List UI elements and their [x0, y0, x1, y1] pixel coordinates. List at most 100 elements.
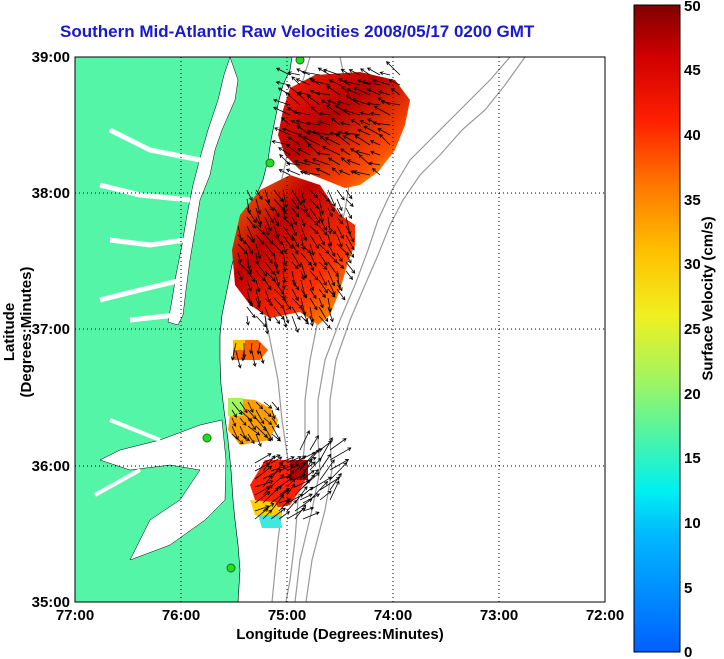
velocity-arrow [271, 401, 280, 411]
velocity-arrow [309, 476, 333, 491]
velocity-arrow [336, 198, 343, 212]
velocity-arrow [297, 91, 311, 96]
velocity-arrow [309, 243, 315, 257]
velocity-arrow [357, 128, 371, 136]
y-tick-label: 39:00 [32, 49, 70, 66]
velocity-arrow [320, 99, 331, 106]
velocity-arrow [246, 279, 252, 292]
velocity-arrow [309, 225, 319, 235]
velocity-arrow [348, 69, 361, 76]
velocity-arrow [318, 225, 328, 236]
velocity-arrow [291, 189, 302, 206]
velocity-arrow [371, 78, 391, 86]
map-title: Southern Mid-Atlantic Raw Velocities 200… [60, 22, 535, 41]
velocity-arrow [241, 350, 246, 362]
velocity-arrow [303, 159, 321, 166]
velocity-arrow [262, 455, 276, 472]
velocity-arrow [318, 261, 328, 270]
velocity-arrow [262, 487, 279, 504]
velocity-arrow [299, 493, 313, 501]
velocity-arrow [309, 189, 319, 199]
velocity-arrow [246, 207, 257, 224]
velocity-arrow [352, 170, 371, 176]
velocity-arrow [366, 67, 381, 76]
velocity-arrow [309, 288, 317, 300]
velocity-arrow [286, 469, 295, 480]
velocity-arrow [328, 79, 341, 86]
velocity-arrow [291, 225, 297, 237]
velocity-arrow [300, 216, 306, 227]
velocity-arrow [342, 79, 361, 86]
velocity-arrow [355, 149, 371, 156]
velocity-arrow [237, 270, 243, 282]
velocity-arrow [270, 507, 286, 520]
velocity-arrow [380, 100, 401, 106]
velocity-arrow [340, 85, 351, 96]
velocity-arrow [271, 139, 291, 146]
velocity-arrow [263, 417, 273, 426]
velocity-arrow [377, 128, 391, 136]
velocity-arrow [271, 409, 276, 420]
velocity-arrow [291, 198, 300, 210]
velocity-arrow [255, 261, 268, 277]
colorbar-tick: 0 [684, 644, 692, 659]
velocity-arrow [282, 243, 287, 254]
velocity-arrow [290, 119, 301, 126]
velocity-arrow [327, 288, 336, 298]
x-tick-label: 74:00 [374, 607, 412, 624]
y-tick-label: 38:00 [32, 185, 70, 202]
velocity-arrow [302, 506, 315, 512]
velocity-arrow [326, 99, 341, 106]
velocity-arrow [334, 133, 351, 146]
velocity-arrow [246, 261, 253, 274]
velocity-arrow [235, 350, 242, 369]
velocity-arrow [262, 509, 273, 520]
colorbar-tick: 45 [684, 62, 701, 79]
velocity-arrow [336, 279, 343, 292]
colorbar-ticks: 50 45 40 35 30 25 20 15 10 5 0 [684, 0, 701, 659]
velocity-arrow [342, 108, 361, 116]
velocity-arrow [302, 461, 316, 472]
velocity-arrow [255, 401, 264, 410]
x-tick-label: 73:00 [480, 607, 518, 624]
velocity-arrow [360, 68, 371, 76]
velocity-arrow [255, 225, 266, 235]
velocity-arrow [377, 90, 391, 96]
velocity-arrow [377, 97, 391, 106]
velocity-arrow [319, 437, 333, 461]
velocity-arrow [309, 252, 317, 267]
velocity-arrow [275, 67, 291, 76]
colorbar-tick: 5 [684, 580, 692, 597]
velocity-arrow [287, 71, 301, 76]
velocity-arrow [357, 79, 371, 86]
velocity-arrow [346, 159, 361, 166]
velocity-arrow [285, 91, 301, 106]
velocity-arrow [319, 476, 341, 491]
velocity-field-small-1 [233, 340, 268, 360]
velocity-arrow [294, 504, 307, 520]
pamlico-sound [99, 419, 227, 561]
velocity-arrow [296, 91, 311, 106]
velocity-arrow [264, 306, 272, 322]
velocity-arrow [296, 125, 311, 136]
velocity-arrow [286, 499, 298, 512]
velocity-arrow [309, 279, 315, 292]
velocity-arrow [300, 225, 308, 242]
velocity-arrow [295, 119, 311, 126]
velocity-arrow [345, 270, 354, 281]
velocity-arrow [264, 270, 276, 282]
velocity-arrow [264, 189, 271, 204]
velocity-arrow [294, 485, 308, 504]
velocity-arrow [319, 453, 331, 471]
velocity-arrow [273, 270, 280, 287]
colorbar [633, 4, 681, 653]
velocity-arrow [318, 198, 325, 216]
velocity-arrow [326, 105, 341, 116]
velocity-arrow [318, 279, 328, 294]
colorbar-tick: 40 [684, 127, 701, 144]
velocity-arrow [309, 216, 319, 227]
velocity-arrow [282, 261, 287, 273]
velocity-arrow [285, 161, 301, 166]
velocity-arrow [327, 216, 333, 235]
grid-lines [75, 57, 605, 602]
